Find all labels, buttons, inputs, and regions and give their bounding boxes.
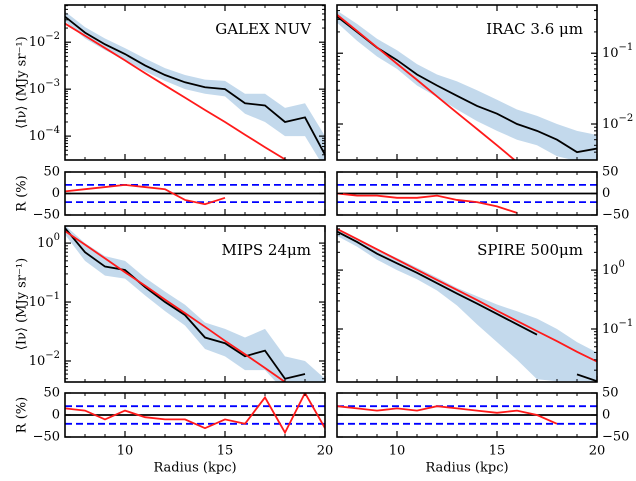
y-tick-label: 10−1 [602,42,633,61]
panel-title: GALEX NUV [215,20,312,38]
x-tick-label: 15 [217,444,234,459]
plot-area [337,10,597,160]
y-tick-label: −50 [602,208,629,223]
data-line [337,405,558,425]
panel-title: SPIRE 500μm [477,241,583,259]
panel: 10−1 100 SPIRE 500μm [336,225,633,383]
y-tick-label: 10−2 [29,31,60,50]
y-tick-label: −50 [602,430,629,445]
y-tick-label: 50 [602,165,619,180]
data-line [65,227,306,380]
data-line [65,15,325,156]
y-tick-label: 50 [43,386,60,401]
data-line [65,183,226,206]
y-tick-label: 50 [43,165,60,180]
y-axis-label: ⟨Iν⟩ (MJy sr⁻¹) [15,258,30,350]
y-tick-label: 100 [37,232,60,251]
y-tick-label: 50 [602,386,619,401]
data-line [337,14,516,160]
plot-area [65,183,325,206]
plot-area [337,405,597,425]
x-tick-label: 10 [117,444,134,459]
data-line [337,192,518,214]
y-tick-label: 0 [52,186,60,201]
panel: 10 15 20 −50 0 50 R (%) Radius (kpc) [15,386,334,476]
plot-area [65,393,325,435]
panel: 10 15 20−50 0 50 Radius (kpc) [336,386,629,476]
plot-area [65,226,325,382]
y-axis-label: R (%) [15,397,30,433]
data-line [65,22,288,160]
y-tick-label: −50 [33,430,60,445]
y-tick-label: 10−2 [29,349,60,368]
data-line [337,230,597,382]
y-axis-label: ⟨Iν⟩ (MJy sr⁻¹) [15,36,30,128]
axes-frame [64,4,326,161]
axes-frame [64,225,326,383]
x-tick-label: 10 [389,444,406,459]
plot-area [337,183,597,214]
axes-frame [336,4,598,161]
y-tick-label: 10−2 [602,112,633,131]
panel-title: IRAC 3.6 μm [486,20,583,38]
x-tick-label: 15 [489,444,506,459]
y-tick-label: 10−1 [602,317,633,336]
axes-frame [336,225,598,383]
panel: 10−2 10−1 100 MIPS 24μm ⟨Iν⟩ (MJy sr⁻¹) [15,225,326,383]
y-tick-label: 0 [602,186,610,201]
y-tick-label: 10−1 [29,291,60,310]
uncertainty-band [65,11,325,160]
x-tick-label: 20 [317,444,334,459]
panel: 10−2 10−1 IRAC 3.6 μm [336,4,633,161]
plot-area [337,227,597,382]
panel: −50 0 50 [336,165,629,223]
x-tick-label: 20 [589,444,606,459]
panel: 10−4 10−3 10−2 GALEX NUV ⟨Iν⟩ (MJy sr⁻¹) [15,4,326,161]
x-axis-label: Radius (kpc) [425,461,508,476]
uncertainty-band [65,226,325,382]
y-tick-label: 10−4 [29,125,60,144]
y-axis-label: R (%) [15,175,30,211]
x-axis-label: Radius (kpc) [153,461,236,476]
panel: −50 0 50 R (%) [15,165,326,223]
y-tick-label: 10−3 [29,78,60,97]
y-tick-label: 0 [602,408,610,423]
data-line [337,228,597,363]
y-tick-label: 100 [602,259,625,278]
data-line [65,393,325,435]
data-line [65,230,287,382]
uncertainty-band [337,10,597,160]
y-tick-label: −50 [33,208,60,223]
panel-title: MIPS 24μm [222,241,311,259]
y-tick-label: 0 [52,408,60,423]
plot-area [65,11,325,160]
